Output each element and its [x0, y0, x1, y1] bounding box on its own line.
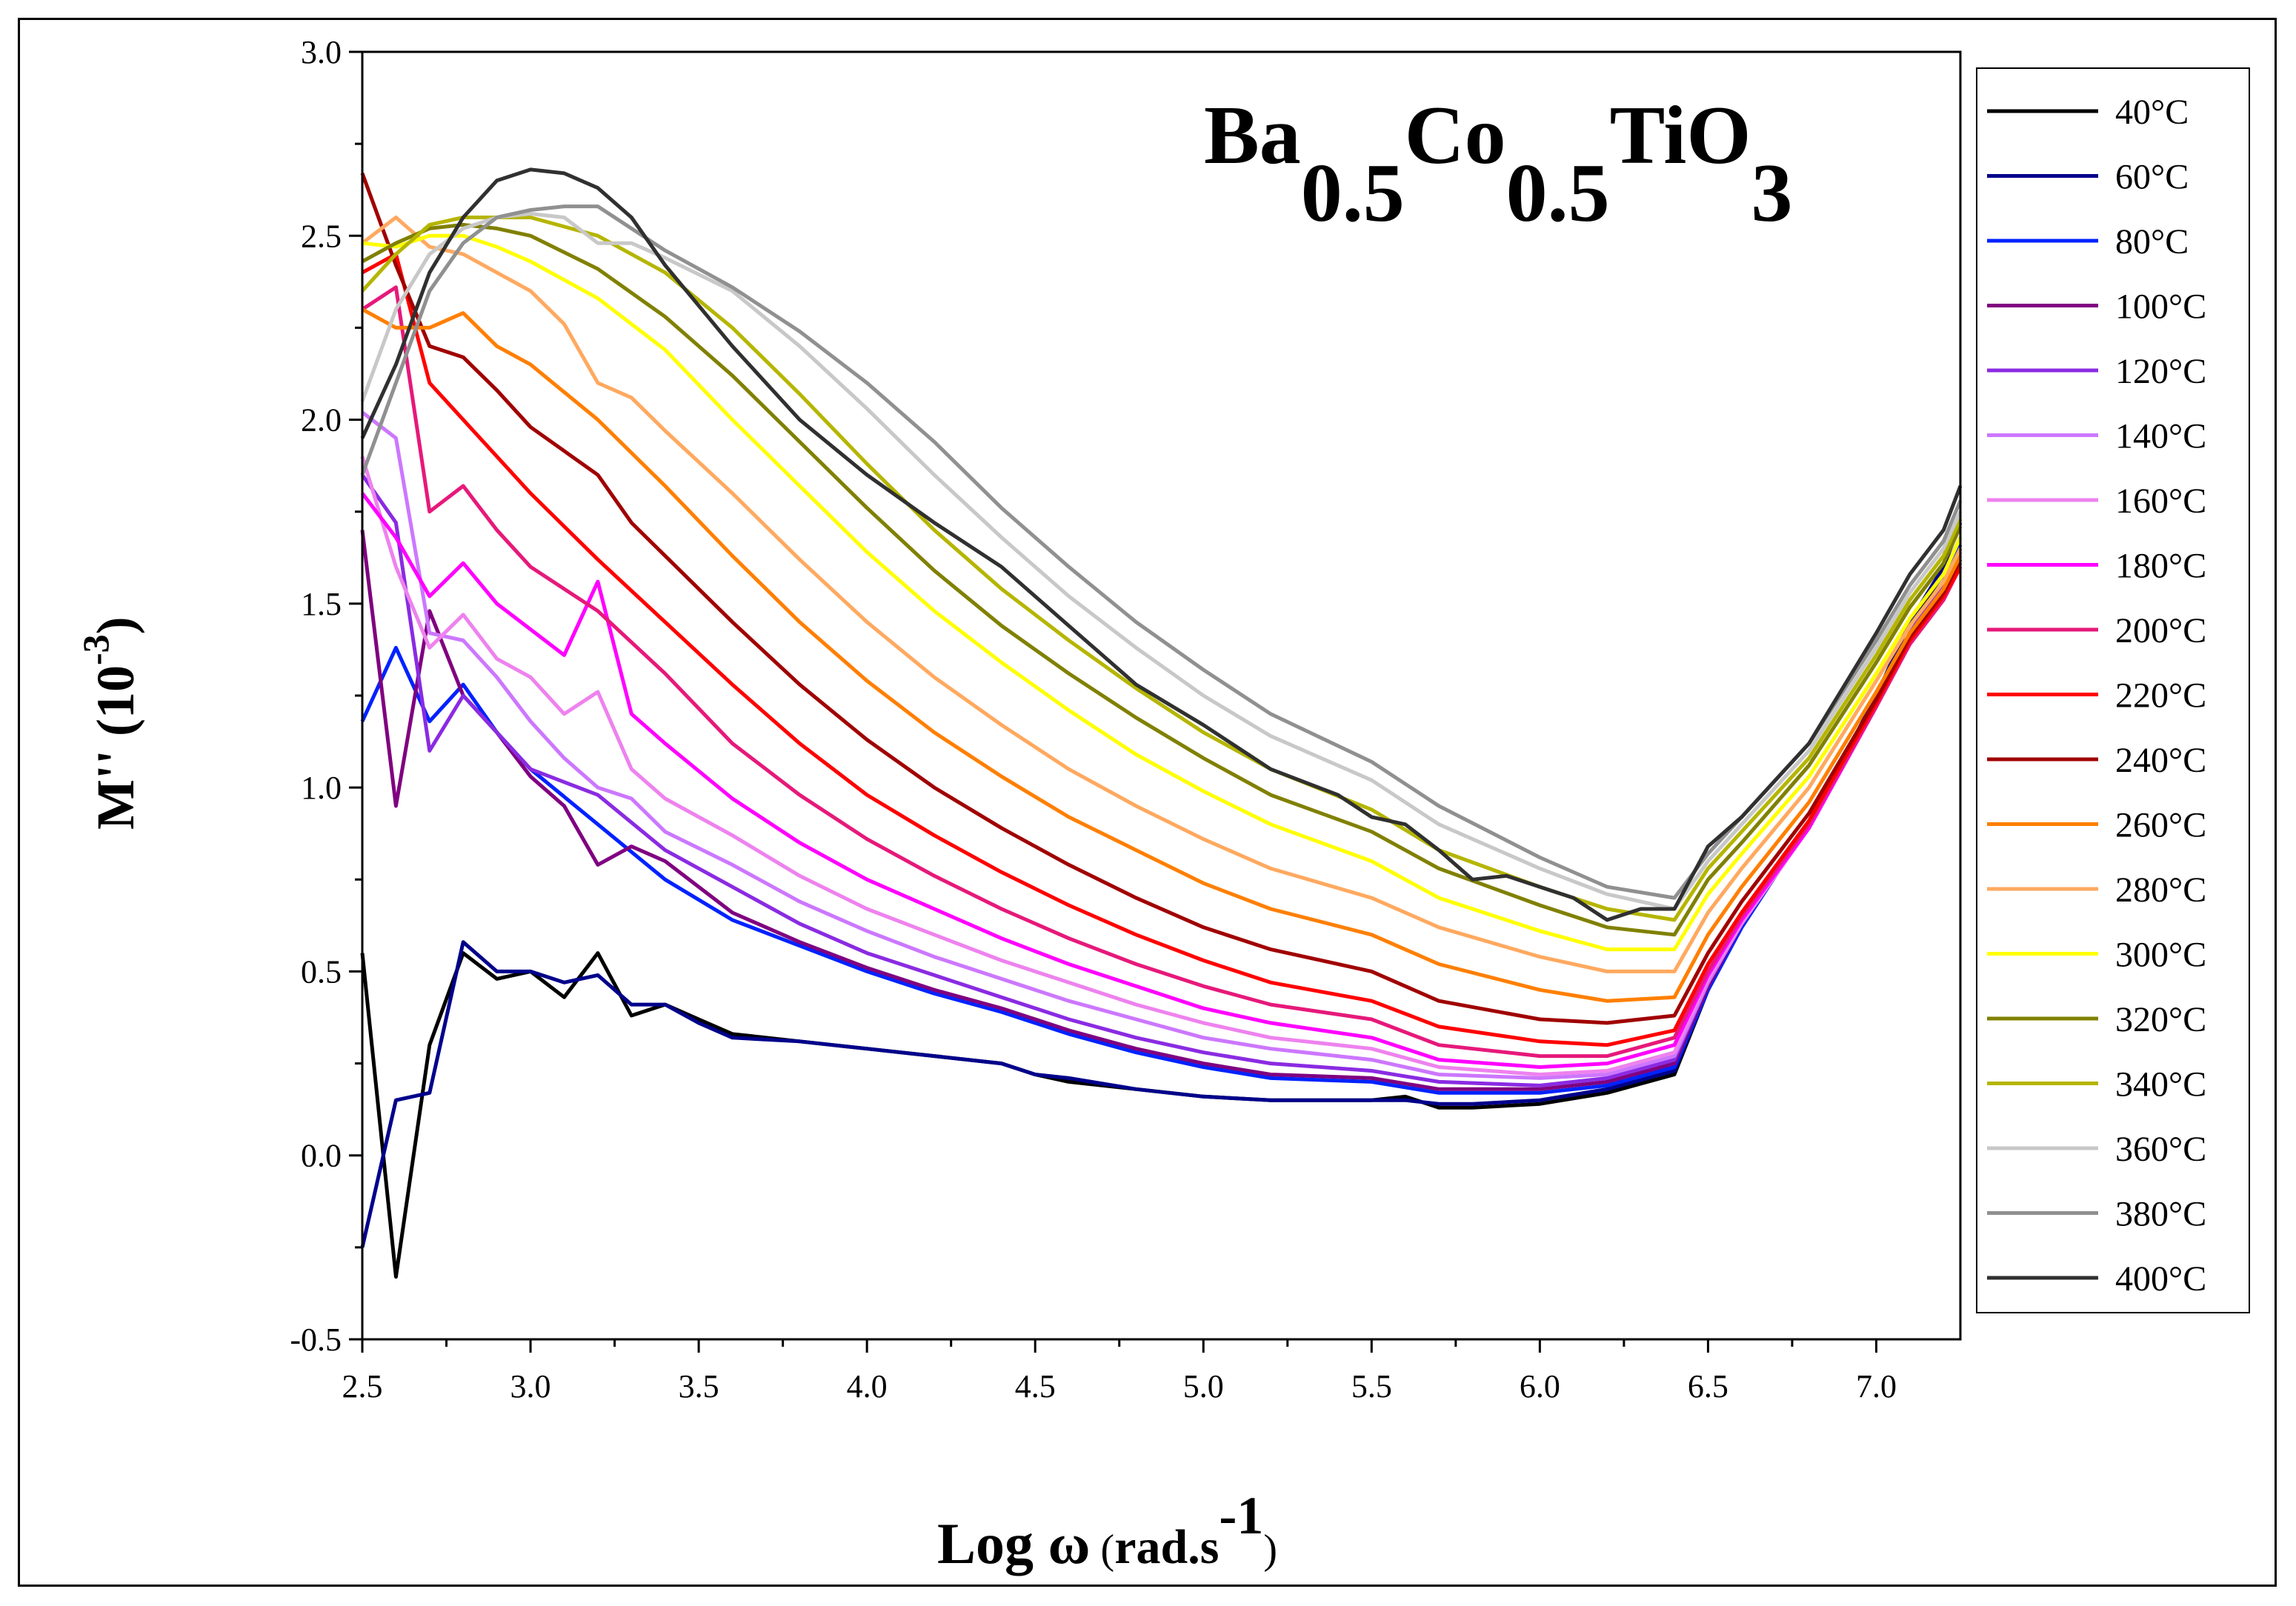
y-tick-label: 2.0 [301, 402, 342, 439]
series-line-300-cc [362, 233, 1963, 952]
legend-item-100-cc: 100°C [1987, 287, 2206, 327]
y-tick-label: 1.0 [301, 770, 342, 806]
legend-item-160-cc: 160°C [1987, 482, 2206, 521]
legend-item-80-cc: 80°C [1987, 222, 2189, 261]
legend-label: 140°C [2115, 417, 2206, 456]
series-line-220-cc [361, 252, 1963, 1047]
y-tick-label: 2.5 [301, 218, 342, 254]
x-axis-title-close: ) [1263, 1527, 1277, 1573]
y-tick-label: 0.5 [301, 953, 342, 990]
formula-sub-3: 3 [1751, 147, 1793, 239]
series-lines-layer [360, 167, 1963, 1279]
legend-box [1976, 67, 2250, 1313]
legend-item-180-cc: 180°C [1987, 547, 2206, 586]
x-axis-title-unit-open: ( [1101, 1527, 1115, 1573]
x-tick-label: 4.5 [1015, 1368, 1056, 1405]
legend-label: 200°C [2115, 611, 2206, 650]
legend-item-220-cc: 220°C [1987, 676, 2206, 716]
legend-item-120-cc: 120°C [1987, 352, 2206, 391]
x-tick-label: 4.0 [847, 1368, 888, 1405]
legend-label: 340°C [2115, 1065, 2206, 1104]
legend-label: 100°C [2115, 287, 2206, 327]
y-tick-label: 1.5 [301, 586, 342, 622]
x-axis-title-main: Log ω [937, 1511, 1091, 1576]
legend-item-380-cc: 380°C [1987, 1195, 2206, 1234]
legend-label: 300°C [2115, 936, 2206, 975]
legend-label: 280°C [2115, 870, 2206, 910]
legend-item-260-cc: 260°C [1987, 806, 2206, 845]
legend: 40°C 60°C 80°C 100°C 120°C 140°C 160°C 180°C 200… [1976, 67, 2250, 1313]
legend-item-200-cc: 200°C [1987, 611, 2206, 650]
legend-item-400-cc: 400°C [1987, 1259, 2206, 1299]
formula-sub-1: 0.5 [1301, 147, 1405, 239]
series-line-60-cc [360, 522, 1963, 1248]
y-axis-title-main: M'' (10 [86, 665, 145, 830]
series-line-240-cc [360, 173, 1963, 1025]
x-tick-label: 5.5 [1351, 1368, 1392, 1405]
chart-title-formula: Ba0.5Co0.5TiO3 [1204, 90, 1793, 239]
legend-label: 220°C [2115, 676, 2206, 716]
legend-item-240-cc: 240°C [1987, 741, 2206, 780]
x-axis-title-exp: -1 [1219, 1486, 1263, 1545]
x-tick-label: 3.5 [679, 1368, 719, 1405]
legend-label: 80°C [2115, 222, 2189, 261]
y-tick-label: -0.5 [290, 1322, 342, 1358]
legend-item-340-cc: 340°C [1987, 1065, 2206, 1104]
series-line-260-cc [361, 307, 1963, 1003]
legend-item-280-cc: 280°C [1987, 870, 2206, 910]
series-line-180-cc [361, 492, 1963, 1069]
legend-label: 60°C [2115, 158, 2189, 197]
y-axis-title-exp: -3 [75, 634, 116, 665]
x-axis-title-unit: rad.s [1114, 1520, 1219, 1574]
legend-item-60-cc: 60°C [1987, 158, 2189, 197]
formula-co: Co [1405, 90, 1506, 181]
series-line-160-cc [360, 456, 1963, 1076]
legend-label: 180°C [2115, 547, 2206, 586]
x-tick-label: 5.0 [1183, 1368, 1224, 1405]
formula-ba: Ba [1204, 90, 1301, 181]
series-line-380-cc [360, 204, 1963, 900]
x-tick-label: 6.5 [1688, 1368, 1728, 1405]
legend-item-300-cc: 300°C [1987, 936, 2206, 975]
x-tick-label: 2.5 [342, 1368, 383, 1405]
x-tick-label: 6.0 [1520, 1368, 1560, 1405]
legend-label: 380°C [2115, 1195, 2206, 1234]
x-axis-title: Log ω (rad.s-1) [937, 1486, 1277, 1576]
legend-label: 120°C [2115, 352, 2206, 391]
legend-item-40-cc: 40°C [1987, 93, 2189, 132]
series-line-400-cc [360, 167, 1963, 922]
legend-item-320-cc: 320°C [1987, 1000, 2206, 1039]
legend-label: 360°C [2115, 1130, 2206, 1169]
series-line-200-cc [361, 285, 1963, 1059]
formula-tio: TiO [1610, 90, 1751, 181]
series-line-360-cc [360, 212, 1963, 911]
y-tick-label: 3.0 [301, 34, 342, 70]
y-axis-title: M'' (10-3) [75, 616, 145, 830]
legend-label: 400°C [2115, 1259, 2206, 1299]
axis-ticks-layer: 2.5 3.0 3.5 4.0 4.5 5.0 5.5 6.0 6.5 7.0 -0.5 0.0 0.5… [290, 34, 1897, 1405]
legend-label: 260°C [2115, 806, 2206, 845]
legend-label: 160°C [2115, 482, 2206, 521]
legend-label: 240°C [2115, 741, 2206, 780]
x-tick-label: 3.0 [510, 1368, 551, 1405]
legend-label: 320°C [2115, 1000, 2206, 1039]
series-line-340-cc [361, 216, 1963, 922]
y-axis-title-close: ) [86, 616, 145, 634]
series-line-320-cc [361, 222, 1963, 937]
legend-item-140-cc: 140°C [1987, 417, 2206, 456]
x-tick-label: 7.0 [1856, 1368, 1897, 1405]
series-line-280-cc [361, 216, 1963, 973]
legend-item-360-cc: 360°C [1987, 1130, 2206, 1169]
formula-sub-2: 0.5 [1506, 147, 1610, 239]
legend-label: 40°C [2115, 93, 2189, 132]
y-tick-label: 0.0 [301, 1138, 342, 1174]
figure-frame [18, 18, 2277, 1587]
